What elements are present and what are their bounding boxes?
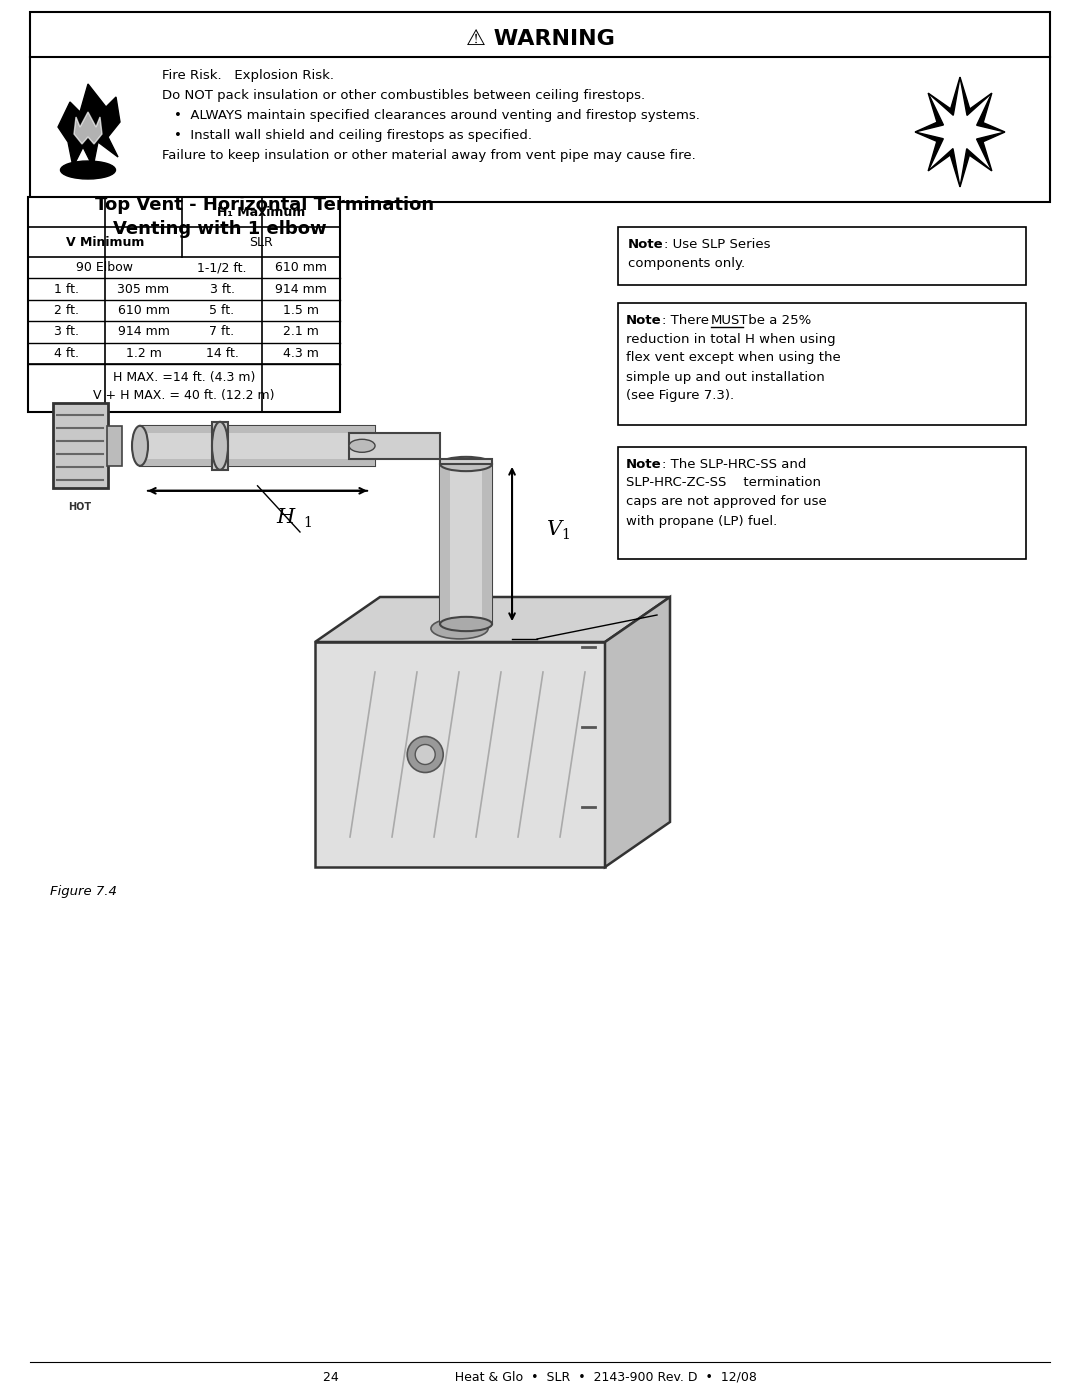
- Text: Failure to keep insulation or other material away from vent pipe may cause fire.: Failure to keep insulation or other mate…: [162, 149, 696, 162]
- Polygon shape: [75, 112, 102, 144]
- Polygon shape: [928, 148, 960, 187]
- Text: 305 mm: 305 mm: [118, 282, 170, 296]
- Text: V Minimum: V Minimum: [66, 236, 145, 249]
- Text: HOT: HOT: [68, 502, 92, 511]
- Polygon shape: [960, 77, 991, 116]
- Polygon shape: [915, 131, 943, 170]
- Text: SLR: SLR: [249, 236, 273, 249]
- Polygon shape: [976, 131, 1005, 170]
- Text: with propane (LP) fuel.: with propane (LP) fuel.: [626, 514, 778, 528]
- Text: 1: 1: [303, 515, 312, 529]
- Text: caps are not approved for use: caps are not approved for use: [626, 496, 827, 509]
- Text: 24                             Heat & Glo  •  SLR  •  2143-900 Rev. D  •  12/08: 24 Heat & Glo • SLR • 2143-900 Rev. D • …: [323, 1370, 757, 1383]
- Text: flex vent except when using the: flex vent except when using the: [626, 352, 840, 365]
- Circle shape: [415, 745, 435, 764]
- Bar: [212, 422, 228, 469]
- Text: Venting with 1 elbow: Venting with 1 elbow: [113, 219, 327, 237]
- Text: Figure 7.4: Figure 7.4: [50, 886, 117, 898]
- Polygon shape: [976, 94, 1005, 131]
- Text: 1-1/2 ft.: 1-1/2 ft.: [198, 261, 246, 274]
- Text: simple up and out installation: simple up and out installation: [626, 370, 825, 384]
- Ellipse shape: [212, 422, 228, 469]
- Text: 2.1 m: 2.1 m: [283, 326, 319, 338]
- Bar: [140, 458, 375, 465]
- Bar: [482, 464, 492, 624]
- Text: 4.3 m: 4.3 m: [283, 346, 319, 360]
- Polygon shape: [349, 433, 492, 464]
- Bar: [140, 426, 375, 465]
- Text: 14 ft.: 14 ft.: [205, 346, 239, 360]
- Ellipse shape: [440, 617, 492, 631]
- Bar: [440, 464, 450, 624]
- Text: 914 mm: 914 mm: [275, 282, 327, 296]
- Circle shape: [407, 736, 443, 773]
- Text: 610 mm: 610 mm: [275, 261, 327, 274]
- Text: Do NOT pack insulation or other combustibles between ceiling firestops.: Do NOT pack insulation or other combusti…: [162, 88, 645, 102]
- Bar: [618, 447, 1026, 559]
- Polygon shape: [58, 84, 120, 168]
- Text: 3 ft.: 3 ft.: [210, 282, 234, 296]
- Text: •  ALWAYS maintain specified clearances around venting and firestop systems.: • ALWAYS maintain specified clearances a…: [174, 109, 700, 123]
- Text: H MAX. =14 ft. (4.3 m): H MAX. =14 ft. (4.3 m): [112, 372, 255, 384]
- Text: H₁ Maximum: H₁ Maximum: [217, 205, 306, 218]
- Bar: [53, 402, 108, 488]
- Text: Fire Risk.   Explosion Risk.: Fire Risk. Explosion Risk.: [162, 68, 334, 81]
- Bar: [440, 464, 492, 624]
- Ellipse shape: [60, 161, 116, 179]
- Text: reduction in total H when using: reduction in total H when using: [626, 332, 836, 345]
- Text: 5 ft.: 5 ft.: [210, 305, 234, 317]
- Text: 1.5 m: 1.5 m: [283, 305, 319, 317]
- Text: be a 25%: be a 25%: [744, 313, 811, 327]
- Text: 7 ft.: 7 ft.: [210, 326, 234, 338]
- Text: : There: : There: [662, 313, 713, 327]
- Bar: [107, 426, 122, 465]
- Text: : Use SLP Series: : Use SLP Series: [664, 237, 770, 250]
- Text: 3 ft.: 3 ft.: [54, 326, 79, 338]
- Text: V + H MAX. = 40 ft. (12.2 m): V + H MAX. = 40 ft. (12.2 m): [93, 390, 274, 402]
- Text: V: V: [548, 520, 563, 539]
- Text: 2 ft.: 2 ft.: [54, 305, 79, 317]
- Text: 1.2 m: 1.2 m: [125, 346, 161, 360]
- Text: Note: Note: [627, 237, 663, 250]
- Text: 914 mm: 914 mm: [118, 326, 170, 338]
- Text: 610 mm: 610 mm: [118, 305, 170, 317]
- Text: Note: Note: [626, 313, 662, 327]
- Bar: [140, 426, 375, 433]
- Polygon shape: [960, 148, 991, 187]
- Ellipse shape: [132, 426, 148, 465]
- Text: •  Install wall shield and ceiling firestops as specified.: • Install wall shield and ceiling firest…: [174, 130, 532, 142]
- Polygon shape: [315, 597, 670, 643]
- Text: MUST: MUST: [711, 313, 748, 327]
- Text: 1: 1: [561, 528, 570, 542]
- Text: components only.: components only.: [627, 257, 745, 270]
- Text: 90 Elbow: 90 Elbow: [77, 261, 134, 274]
- Text: SLP-HRC-ZC-SS    termination: SLP-HRC-ZC-SS termination: [626, 476, 821, 489]
- Text: Top Vent - Horizontal Termination: Top Vent - Horizontal Termination: [95, 196, 434, 214]
- Text: (see Figure 7.3).: (see Figure 7.3).: [626, 390, 734, 402]
- Polygon shape: [915, 94, 944, 131]
- Polygon shape: [605, 597, 670, 868]
- Text: H: H: [276, 509, 295, 527]
- Bar: [28, 197, 340, 412]
- Ellipse shape: [349, 439, 375, 453]
- Bar: [30, 13, 1050, 203]
- Text: 4 ft.: 4 ft.: [54, 346, 79, 360]
- Ellipse shape: [431, 617, 488, 638]
- Text: Note: Note: [626, 457, 662, 471]
- Ellipse shape: [440, 457, 492, 471]
- Bar: [618, 226, 1026, 285]
- Text: ⚠ WARNING: ⚠ WARNING: [465, 29, 615, 49]
- Text: 1 ft.: 1 ft.: [54, 282, 79, 296]
- Text: : The SLP-HRC-SS and: : The SLP-HRC-SS and: [662, 457, 807, 471]
- Bar: [315, 643, 605, 868]
- Bar: [618, 303, 1026, 425]
- Polygon shape: [928, 77, 960, 116]
